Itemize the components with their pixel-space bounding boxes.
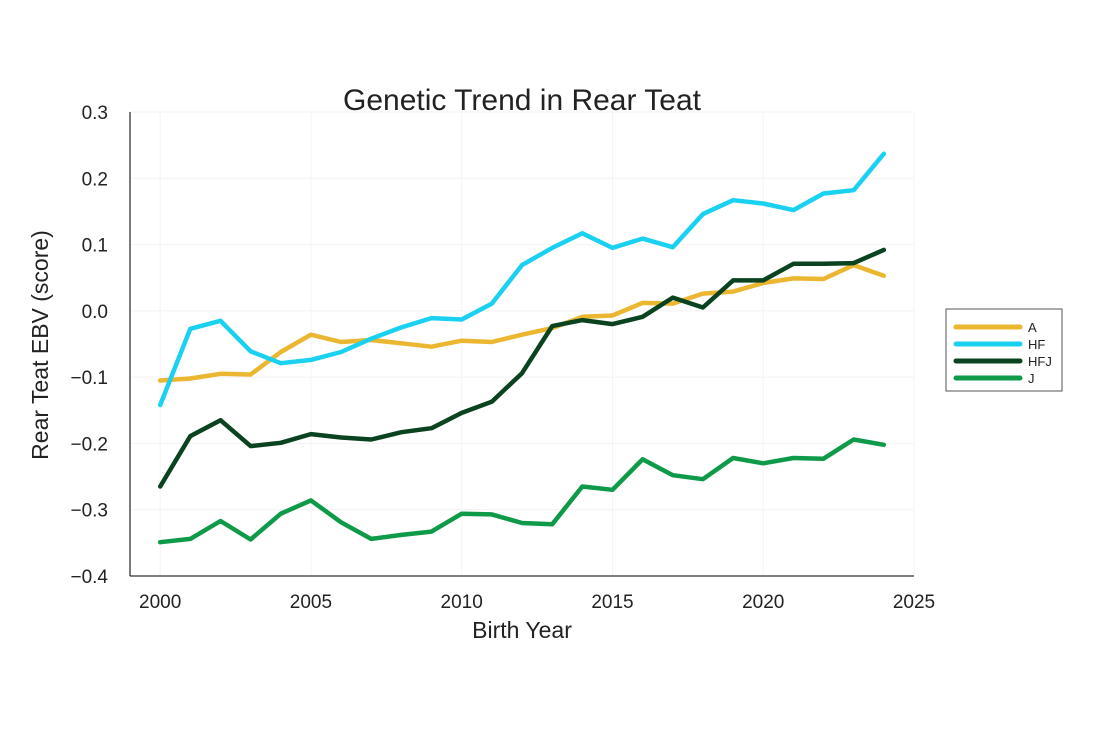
tick-labels: 0.3 0.2 0.1 0.0 −0.1 −0.2 −0.3 −0.4 2000 2005 2010… <box>70 103 935 613</box>
series-line-hf <box>157 151 887 408</box>
y-tick-label: 0.2 <box>82 169 108 190</box>
legend: A HF HFJ J <box>945 308 1063 392</box>
series-line-j <box>157 437 887 545</box>
axes <box>129 112 914 577</box>
y-tick-label: 0.0 <box>82 302 108 323</box>
series-lines <box>157 151 887 545</box>
x-tick-label: 2025 <box>893 592 935 613</box>
series-line-a <box>157 262 887 383</box>
x-tick-label: 2010 <box>441 592 483 613</box>
series-line-hfj <box>157 247 887 489</box>
y-tick-label: 0.3 <box>82 103 108 124</box>
legend-label-hfj: HFJ <box>1028 354 1052 369</box>
x-tick-label: 2000 <box>139 592 181 613</box>
x-tick-label: 2020 <box>742 592 784 613</box>
legend-label-hf: HF <box>1028 337 1045 352</box>
y-axis-title: Rear Teat EBV (score) <box>27 230 53 460</box>
y-tick-label: 0.1 <box>82 236 108 257</box>
y-tick-label: −0.3 <box>70 501 108 522</box>
y-tick-label: −0.4 <box>70 567 108 588</box>
x-tick-label: 2005 <box>290 592 332 613</box>
x-axis-title: Birth Year <box>472 617 572 643</box>
chart-title: Genetic Trend in Rear Teat <box>343 84 702 117</box>
legend-label-j: J <box>1028 371 1035 386</box>
x-tick-label: 2015 <box>591 592 633 613</box>
y-tick-label: −0.1 <box>70 368 108 389</box>
legend-label-a: A <box>1028 320 1037 335</box>
y-tick-label: −0.2 <box>70 434 108 455</box>
